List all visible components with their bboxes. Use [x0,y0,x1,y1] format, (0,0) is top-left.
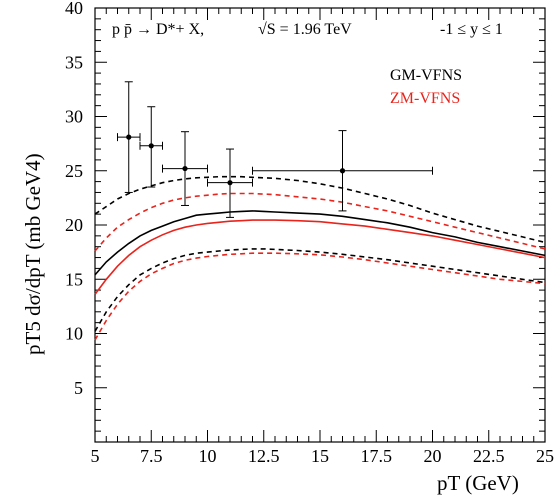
data-marker [339,168,346,174]
data-points [117,81,433,218]
x-tick-label: 17.5 [361,446,393,466]
x-tick-label: 5 [91,446,100,466]
x-tick-label: 7.5 [140,446,163,466]
data-marker [227,180,233,186]
curve-zm-vfns-upper [94,192,546,252]
annotation-energy: √S = 1.96 TeV [258,21,352,38]
plot-border [94,7,546,443]
y-tick-label: 10 [65,324,83,344]
annotation-process: p p̄ → D*+ X, [112,21,204,38]
data-marker [148,143,154,149]
x-tick-label: 15 [311,446,329,466]
curve-gm-vfns-lower [94,248,546,332]
legend-label-zm-vfns: ZM-VFNS [390,90,460,107]
y-axis-title: pT5 dσ/dpT (mb GeV4) [21,153,45,355]
data-point [252,130,433,212]
x-axis-title: pT (GeV) [437,471,519,495]
curve-zm-vfns-lower [94,252,546,341]
axis-tick-labels: 5 7.5 10 12.5 15 17.5 20 22.5 25 5 10 15 20 25 30 35 40 [65,0,554,466]
y-tick-label: 20 [65,215,83,235]
x-tick-label: 10 [199,446,217,466]
x-tick-label: 22.5 [473,446,505,466]
y-tick-label: 15 [65,269,83,289]
data-point [139,106,163,188]
y-tick-label: 35 [65,52,83,72]
x-tick-label: 12.5 [248,446,280,466]
annotation-rapidity: -1 ≤ y ≤ 1 [440,21,503,38]
theory-curves [94,175,546,341]
curve-zm-vfns [94,219,546,295]
plot-frame [94,7,546,443]
curve-gm-vfns [94,210,546,276]
y-tick-label: 40 [65,0,83,18]
data-point [162,131,208,206]
legend-label-gm-vfns: GM-VFNS [390,67,462,84]
x-tick-label: 25 [536,446,554,466]
y-tick-label: 30 [65,107,83,127]
y-tick-label: 25 [65,161,83,181]
data-point [207,148,253,218]
curve-gm-vfns-upper [94,175,546,244]
data-marker [182,165,188,172]
x-tick-label: 20 [424,446,442,466]
data-point [117,81,141,193]
axis-ticks [94,7,546,442]
data-marker [126,134,132,140]
y-tick-label: 5 [74,378,83,398]
